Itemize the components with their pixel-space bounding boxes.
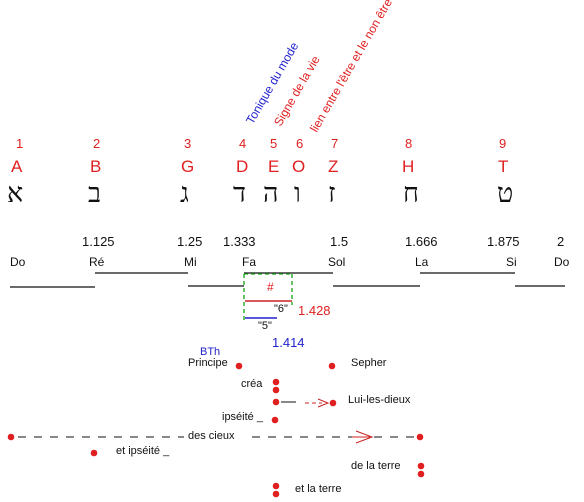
note-mi: Mi [184, 255, 197, 269]
word-crea: créa [241, 378, 263, 390]
note-la: La [415, 255, 429, 269]
note-re: Ré [89, 255, 105, 269]
number-1: 1 [16, 136, 24, 151]
number-4: 4 [239, 136, 247, 151]
letter-z: Z [328, 157, 339, 176]
arrow-des-cieux [355, 430, 374, 444]
number-7: 7 [331, 136, 339, 151]
word-des-cieux: des cieux [188, 430, 235, 442]
word-et-la-terre: et la terre [295, 483, 342, 495]
number-8: 8 [405, 136, 413, 151]
arrow-lui-les-dieux [317, 398, 330, 408]
hebrew-he: ה [263, 178, 279, 209]
ratio-fa: 1.333 [223, 234, 256, 249]
letter-a: A [11, 157, 23, 176]
hebrew-dalet: ד [233, 178, 246, 209]
letter-b: B [90, 157, 102, 176]
number-6: 6 [296, 136, 304, 151]
ratio-si: 1.875 [487, 234, 520, 249]
word-ipseite: ipséité _ [222, 411, 263, 423]
word-et-ipseite: et ipséité _ [116, 445, 170, 457]
letter-e: E [268, 157, 280, 176]
ratio-la: 1.666 [405, 234, 438, 249]
note-do-octave: Do [554, 255, 570, 269]
hebrew-het: ח [403, 178, 419, 209]
note-do: Do [10, 255, 26, 269]
number-3: 3 [184, 136, 192, 151]
six-label: "6" [274, 303, 288, 315]
hebrew-gimel: ג [180, 178, 189, 209]
hebrew-zayin: ז [328, 178, 336, 209]
letter-h: H [402, 157, 415, 176]
number-2: 2 [93, 136, 101, 151]
red-dots [7, 362, 425, 498]
sharp-sign: # [267, 280, 274, 294]
word-lui-les-dieux: Lui-les-dieux [348, 394, 411, 406]
ratio-sol: 1.5 [330, 234, 349, 249]
letter-d: D [236, 157, 249, 176]
letter-t: T [498, 157, 509, 176]
hebrew-vav: ו [294, 178, 301, 209]
number-5: 5 [270, 136, 278, 151]
letter-g: G [181, 157, 195, 176]
note-sol: Sol [328, 255, 346, 269]
ratio-1428: 1.428 [298, 303, 331, 318]
bth-label: BTh [200, 346, 221, 358]
ratio-do-octave: 2 [557, 234, 565, 249]
word-sepher: Sepher [351, 357, 387, 369]
letter-o: O [292, 157, 306, 176]
note-fa: Fa [242, 255, 257, 269]
ratio-mi: 1.25 [177, 234, 203, 249]
five-label: "5" [258, 320, 272, 332]
hebrew-alef: א [7, 178, 24, 209]
number-9: 9 [499, 136, 507, 151]
ratio-1414: 1.414 [272, 335, 305, 350]
hebrew-tet: ט [497, 178, 514, 209]
note-si: Si [506, 255, 517, 269]
word-principe: Principe [188, 357, 228, 369]
hebrew-bet: ב [88, 178, 102, 209]
word-de-la-terre: de la terre [351, 460, 401, 472]
ratio-re: 1.125 [82, 234, 115, 249]
